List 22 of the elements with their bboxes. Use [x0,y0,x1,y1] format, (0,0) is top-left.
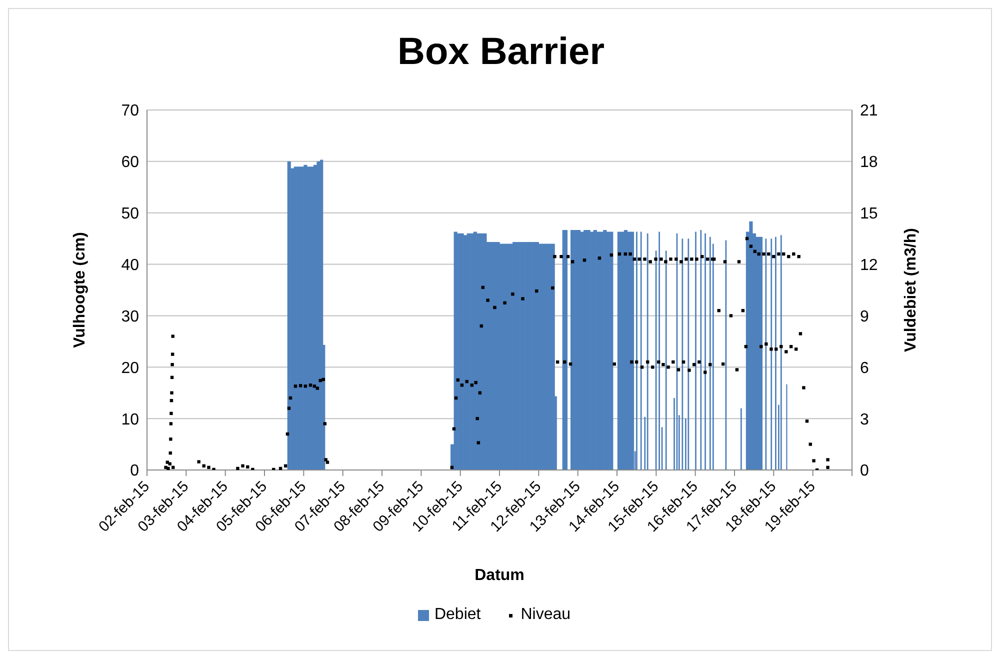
chart-title: Box Barrier [396,31,606,74]
y-tick-label: 20 [121,360,140,377]
x-axis-title: Datum [474,567,524,584]
y-tick-label: 40 [121,256,140,274]
y2-tick-label: 21 [860,102,878,120]
y-tick-label: 0 [130,462,140,480]
y-tick-label: 10 [121,411,140,428]
y-axis-title: Vulhoogte (cm) [72,232,89,348]
y-tick-label: 70 [121,102,140,120]
y-tick-label: 60 [121,154,140,172]
y2-tick-label: 0 [860,462,869,480]
y2-tick-label: 18 [860,154,878,172]
legend-label: Niveau [520,606,571,624]
y-tick-label: 50 [121,206,140,223]
y2-axis-title: Vuldebiet (m3/h) [902,228,920,352]
y-tick-label: 30 [121,308,140,326]
y2-tick-label: 9 [860,308,869,326]
y2-tick-label: 6 [860,360,869,377]
y2-tick-label: 15 [860,206,878,223]
legend-label: Debiet [433,606,481,624]
y2-tick-label: 3 [860,411,869,428]
y2-tick-label: 12 [860,256,878,274]
